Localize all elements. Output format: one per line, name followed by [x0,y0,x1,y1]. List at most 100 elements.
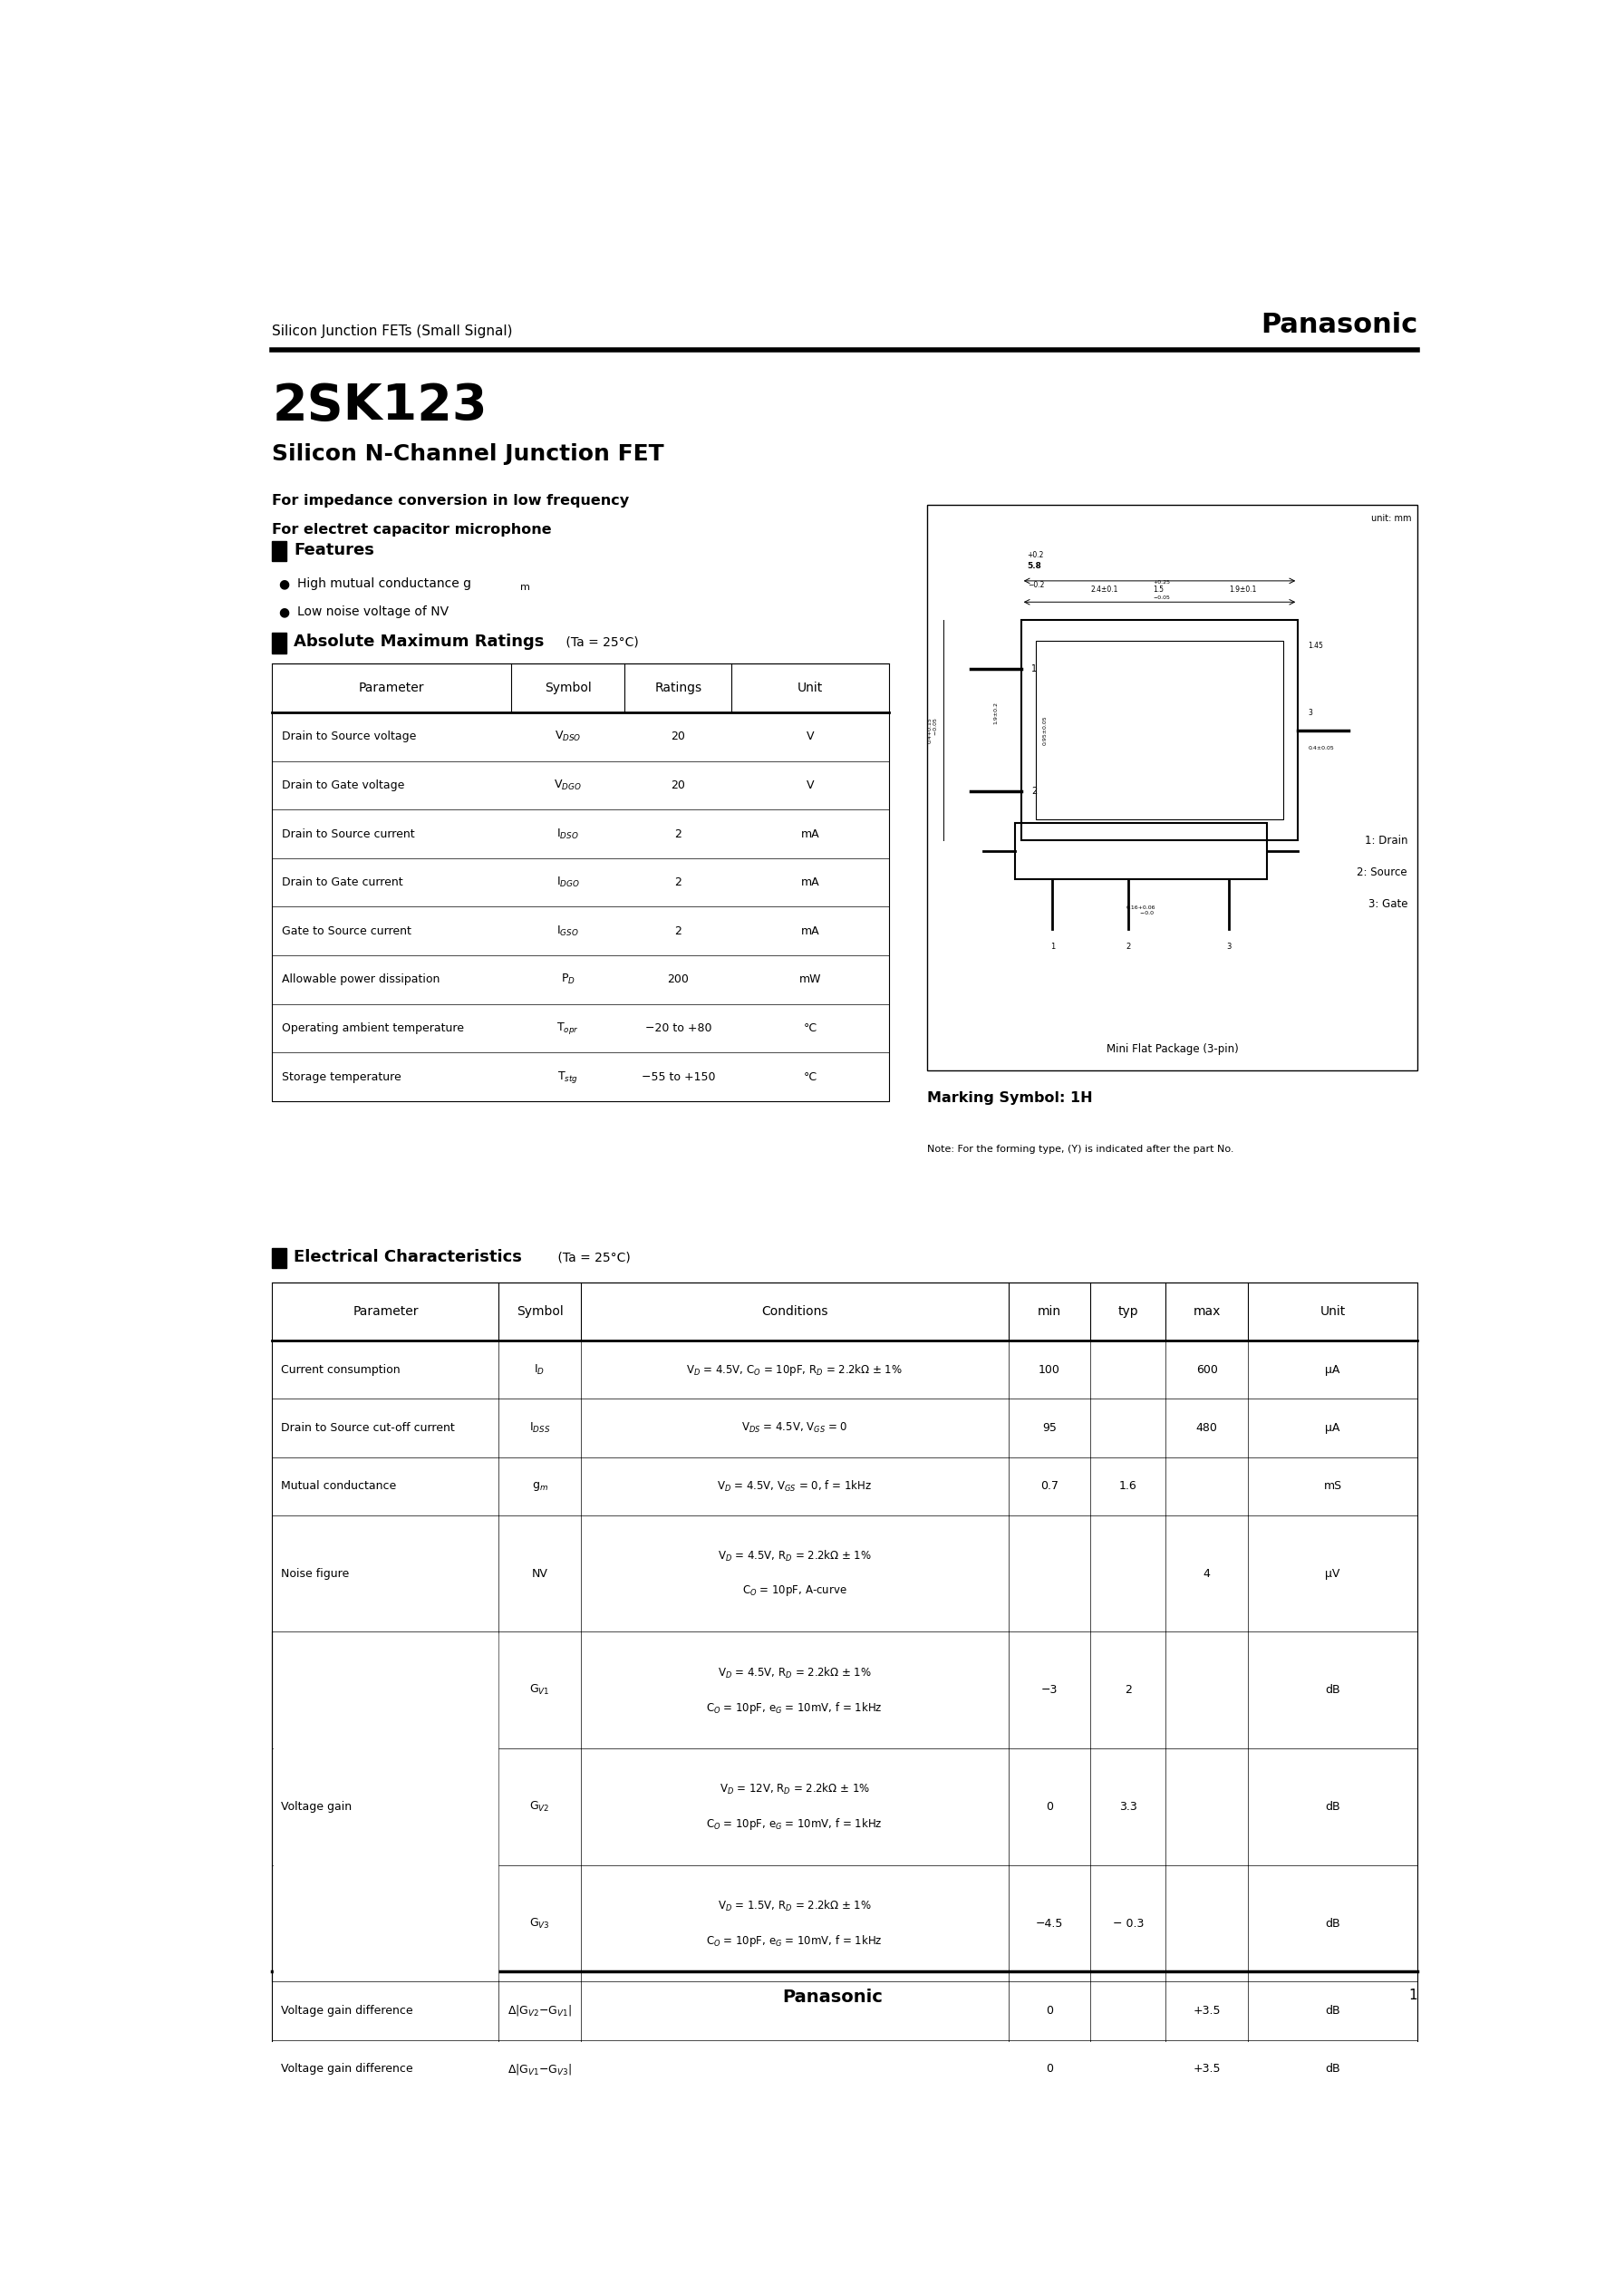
Text: V: V [807,732,814,743]
Text: Voltage gain difference: Voltage gain difference [281,2005,412,2016]
Text: mW: mW [799,973,822,986]
Text: −0.05: −0.05 [1153,596,1171,601]
Text: C$_{O}$ = 10pF, A-curve: C$_{O}$ = 10pF, A-curve [742,1583,848,1599]
Text: m: m [520,583,529,592]
Text: g$_{m}$: g$_{m}$ [531,1480,547,1493]
Text: 3: 3 [1307,709,1312,716]
Text: 0.4±0.05: 0.4±0.05 [1307,746,1333,750]
Text: μA: μA [1325,1422,1340,1434]
Text: ●: ● [279,578,289,590]
Text: Low noise voltage of NV: Low noise voltage of NV [297,606,448,619]
Text: 1.5: 1.5 [1153,585,1164,594]
Text: dB: dB [1325,2062,1340,2076]
Text: μA: μA [1325,1363,1340,1376]
Text: 0: 0 [1046,2005,1052,2016]
Text: ●: ● [279,606,289,619]
Text: mS: mS [1324,1480,1341,1491]
Text: 0.95±0.05: 0.95±0.05 [1043,716,1047,746]
Text: 1: 1 [1051,943,1056,952]
Text: 2: 2 [1124,1684,1132,1695]
Text: 5.8: 5.8 [1028,562,1041,571]
Text: I$_{DSS}$: I$_{DSS}$ [529,1420,551,1434]
Text: mA: mA [801,924,820,936]
Bar [273,541,286,562]
Text: −55 to +150: −55 to +150 [641,1071,715,1083]
Text: 2: 2 [674,828,682,840]
Text: Unit: Unit [1320,1305,1345,1317]
Text: 100: 100 [1039,1363,1060,1376]
Text: μV: μV [1325,1567,1340,1581]
Text: T$_{stg}$: T$_{stg}$ [557,1069,578,1085]
Text: min: min [1038,1305,1060,1317]
Text: °C: °C [804,1023,817,1035]
Text: NV: NV [531,1567,547,1581]
Text: Unit: Unit [797,681,823,695]
Text: 20: 20 [671,732,685,743]
Text: Marking Symbol: 1H: Marking Symbol: 1H [927,1092,1093,1106]
Text: 1.6: 1.6 [1119,1480,1137,1491]
Text: +0.2: +0.2 [1028,551,1044,560]
Text: 2: 2 [674,924,682,936]
Text: 0.16+0.06
       −0.0: 0.16+0.06 −0.0 [1125,906,1155,915]
Text: I$_{DSO}$: I$_{DSO}$ [557,828,580,840]
Text: V: V [807,780,814,791]
Text: Storage temperature: Storage temperature [283,1071,401,1083]
Text: V$_{D}$ = 1.5V, R$_{D}$ = 2.2kΩ ± 1%: V$_{D}$ = 1.5V, R$_{D}$ = 2.2kΩ ± 1% [718,1899,872,1913]
Text: 1: 1 [1031,665,1036,674]
Text: Voltage gain difference: Voltage gain difference [281,2062,412,2076]
Text: +3.5: +3.5 [1194,2005,1221,2016]
Text: °C: °C [804,1071,817,1083]
Text: dB: dB [1325,2005,1340,2016]
Text: dB: dB [1325,1801,1340,1812]
Text: mA: mA [801,876,820,888]
Text: 480: 480 [1195,1422,1218,1434]
Text: For electret capacitor microphone: For electret capacitor microphone [273,523,552,537]
Text: Panasonic: Panasonic [1260,312,1418,337]
Text: +3.5: +3.5 [1194,2062,1221,2076]
Text: P$_{D}$: P$_{D}$ [560,973,575,986]
Text: Mutual conductance: Mutual conductance [281,1480,396,1491]
Text: 20: 20 [671,780,685,791]
Text: Drain to Gate current: Drain to Gate current [283,876,403,888]
Text: 2: Source: 2: Source [1358,867,1408,879]
Text: I$_{GSO}$: I$_{GSO}$ [557,924,580,938]
Text: I$_{D}$: I$_{D}$ [534,1363,546,1376]
Text: 95: 95 [1043,1422,1057,1434]
Text: G$_{V1}$: G$_{V1}$ [529,1684,551,1698]
Text: Noise figure: Noise figure [281,1567,349,1581]
Text: 4: 4 [1203,1567,1210,1581]
Text: 1.45: 1.45 [1307,642,1324,649]
Text: dB: dB [1325,1918,1340,1929]
Text: V$_{DSO}$: V$_{DSO}$ [555,729,581,743]
Text: Drain to Gate voltage: Drain to Gate voltage [283,780,404,791]
Text: 1.9±0.1: 1.9±0.1 [1229,585,1257,594]
Text: 0.7: 0.7 [1041,1480,1059,1491]
Text: (Ta = 25°C): (Ta = 25°C) [562,635,638,649]
Text: 2: 2 [674,876,682,888]
Text: Parameter: Parameter [359,681,424,695]
Text: Conditions: Conditions [762,1305,828,1317]
Text: Symbol: Symbol [516,1305,564,1317]
Text: Allowable power dissipation: Allowable power dissipation [283,973,440,986]
Text: mA: mA [801,828,820,840]
Text: 2.4±0.1: 2.4±0.1 [1090,585,1117,594]
Text: −0.2: −0.2 [1028,580,1044,590]
Text: Operating ambient temperature: Operating ambient temperature [283,1023,464,1035]
Text: 1: Drain: 1: Drain [1364,835,1408,846]
Text: Silicon Junction FETs (Small Signal): Silicon Junction FETs (Small Signal) [273,323,513,337]
Text: Silicon N-Channel Junction FET: Silicon N-Channel Junction FET [273,443,664,466]
Text: I$_{DGO}$: I$_{DGO}$ [557,876,580,890]
Text: High mutual conductance g: High mutual conductance g [297,578,471,590]
Bar [273,633,286,654]
Text: C$_{O}$ = 10pF, e$_{G}$ = 10mV, f = 1kHz: C$_{O}$ = 10pF, e$_{G}$ = 10mV, f = 1kHz [706,1934,883,1948]
Text: 2SK123: 2SK123 [273,381,487,431]
Text: 3: 3 [1226,943,1231,952]
Text: −4.5: −4.5 [1036,1918,1064,1929]
Text: Electrical Characteristics: Electrical Characteristics [294,1250,521,1266]
Text: −3: −3 [1041,1684,1057,1695]
Text: C$_{O}$ = 10pF, e$_{G}$ = 10mV, f = 1kHz: C$_{O}$ = 10pF, e$_{G}$ = 10mV, f = 1kHz [706,1817,883,1833]
Text: Drain to Source cut-off current: Drain to Source cut-off current [281,1422,455,1434]
Text: Drain to Source voltage: Drain to Source voltage [283,732,417,743]
Text: −20 to +80: −20 to +80 [645,1023,711,1035]
Text: 2: 2 [1125,943,1130,952]
